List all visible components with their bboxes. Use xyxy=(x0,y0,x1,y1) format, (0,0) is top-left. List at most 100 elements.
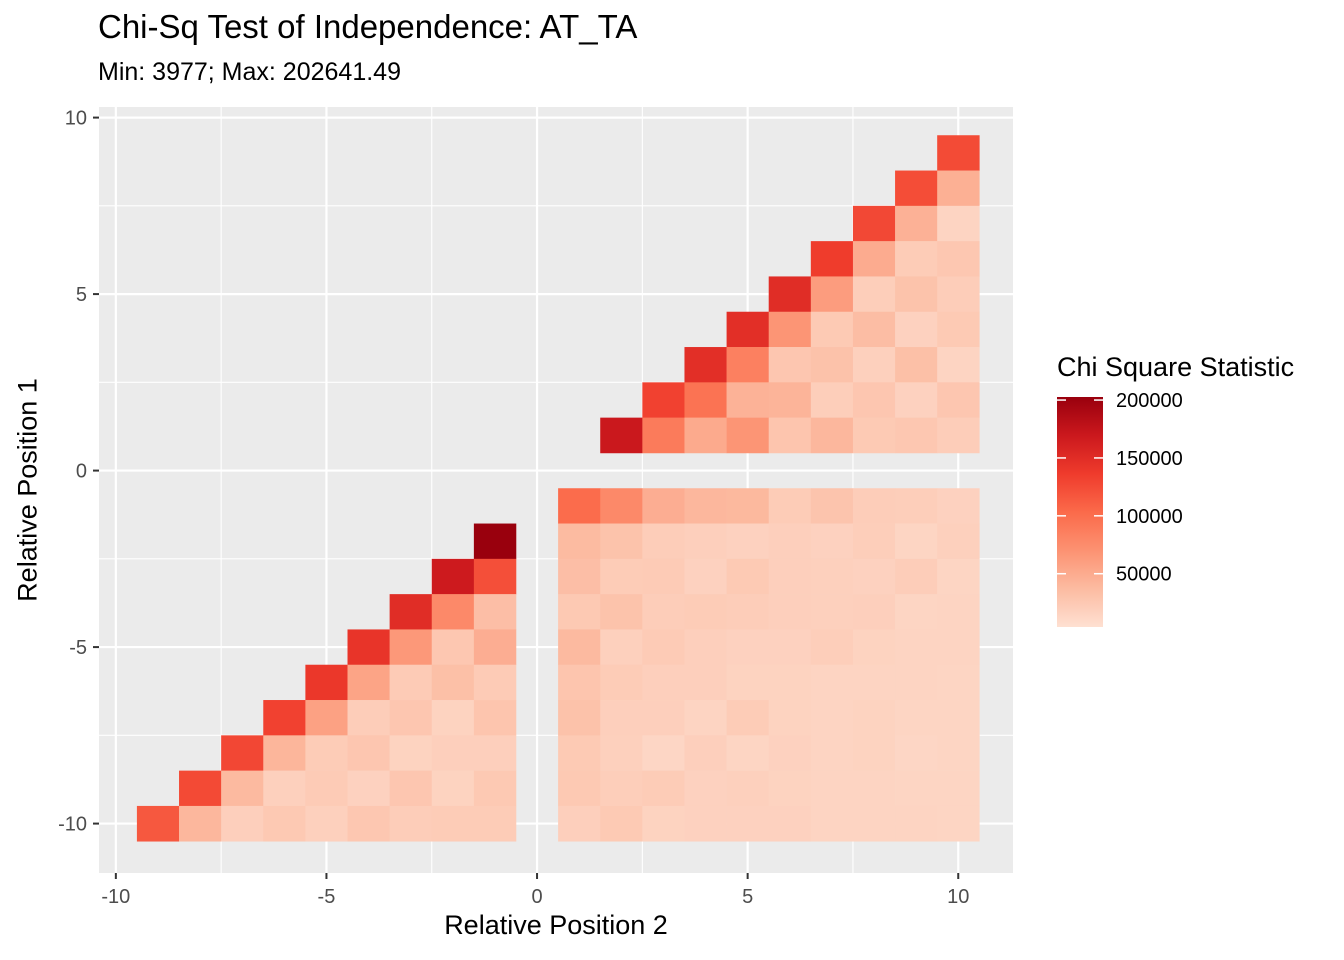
heatmap-cell xyxy=(852,417,896,454)
heatmap-cell xyxy=(684,770,727,807)
heatmap-cell xyxy=(895,558,938,595)
heatmap-cell xyxy=(937,594,980,630)
heatmap-cell xyxy=(810,594,854,630)
heatmap-cell xyxy=(473,664,517,701)
heatmap-cell xyxy=(768,417,812,454)
y-tick-label: 10 xyxy=(65,108,87,130)
heatmap-cell xyxy=(726,700,770,736)
heatmap-cell xyxy=(852,382,896,418)
heatmap-cell xyxy=(642,805,685,842)
heatmap-cell xyxy=(558,594,601,630)
heatmap-cell xyxy=(305,664,348,701)
heatmap-cell xyxy=(684,417,727,454)
heatmap-cell xyxy=(558,629,601,666)
heatmap-cell xyxy=(473,735,517,771)
heatmap-cell xyxy=(642,488,685,524)
heatmap-cell xyxy=(347,629,390,666)
heatmap-cell xyxy=(305,700,348,736)
heatmap-cell xyxy=(431,629,475,666)
heatmap-cell xyxy=(937,700,980,736)
heatmap-cell xyxy=(937,382,980,418)
heatmap-cell xyxy=(684,382,727,418)
heatmap-cell xyxy=(347,735,390,771)
heatmap-cell xyxy=(600,700,643,736)
heatmap-cell xyxy=(768,558,812,595)
heatmap-cells xyxy=(136,135,980,842)
heatmap-cell xyxy=(305,770,348,807)
heatmap-cell xyxy=(431,594,475,630)
heatmap-cell xyxy=(600,735,643,771)
heatmap-cell xyxy=(726,311,770,348)
heatmap-cell xyxy=(389,805,433,842)
heatmap-cell xyxy=(221,805,264,842)
x-tick-label: 5 xyxy=(742,886,753,908)
heatmap-cell xyxy=(768,770,812,807)
heatmap-cell xyxy=(810,276,854,313)
heatmap-cell xyxy=(937,558,980,595)
heatmap-cell xyxy=(263,770,306,807)
heatmap-cell xyxy=(895,770,938,807)
heatmap-cell xyxy=(768,347,812,383)
heatmap-cell xyxy=(895,276,938,313)
heatmap-cell xyxy=(389,629,433,666)
heatmap-cell xyxy=(810,558,854,595)
heatmap-cell xyxy=(852,629,896,666)
heatmap-cell xyxy=(431,770,475,807)
legend-label: 100000 xyxy=(1116,506,1183,528)
heatmap-cell xyxy=(768,523,812,560)
heatmap-cell xyxy=(726,488,770,524)
heatmap-cell xyxy=(895,382,938,418)
heatmap-cell xyxy=(895,170,938,207)
heatmap-cell xyxy=(558,700,601,736)
heatmap-cell xyxy=(558,523,601,560)
heatmap-cell xyxy=(810,382,854,418)
heatmap-cell xyxy=(937,417,980,454)
heatmap-cell xyxy=(768,805,812,842)
chart-subtitle: Min: 3977; Max: 202641.49 xyxy=(98,58,401,86)
heatmap-cell xyxy=(852,664,896,701)
heatmap-cell xyxy=(136,805,180,842)
heatmap-cell xyxy=(810,770,854,807)
heatmap-cell xyxy=(389,664,433,701)
heatmap-cell xyxy=(768,700,812,736)
heatmap-cell xyxy=(937,170,980,207)
heatmap-cell xyxy=(810,523,854,560)
heatmap-cell xyxy=(726,523,770,560)
heatmap-cell xyxy=(642,770,685,807)
heatmap-cell xyxy=(558,488,601,524)
heatmap-cell xyxy=(431,558,475,595)
heatmap-cell xyxy=(263,735,306,771)
heatmap-cell xyxy=(431,805,475,842)
heatmap-cell xyxy=(895,735,938,771)
heatmap-cell xyxy=(600,594,643,630)
heatmap-cell xyxy=(347,664,390,701)
heatmap-cell xyxy=(852,558,896,595)
heatmap-cell xyxy=(937,205,980,242)
heatmap-cell xyxy=(768,664,812,701)
heatmap-cell xyxy=(473,523,517,560)
heatmap-cell xyxy=(684,347,727,383)
heatmap-cell xyxy=(895,523,938,560)
heatmap-cell xyxy=(895,664,938,701)
heatmap-cell xyxy=(852,805,896,842)
heatmap-cell xyxy=(642,417,685,454)
heatmap-cell xyxy=(263,805,306,842)
heatmap-cell xyxy=(347,805,390,842)
legend-title: Chi Square Statistic xyxy=(1057,352,1295,382)
heatmap-cell xyxy=(642,558,685,595)
x-tick-label: 0 xyxy=(531,886,542,908)
heatmap-cell xyxy=(600,629,643,666)
heatmap-cell xyxy=(600,664,643,701)
heatmap-cell xyxy=(431,700,475,736)
heatmap-cell xyxy=(389,700,433,736)
heatmap-cell xyxy=(642,594,685,630)
heatmap-cell xyxy=(895,241,938,277)
heatmap-cell xyxy=(347,770,390,807)
chart-title: Chi-Sq Test of Independence: AT_TA xyxy=(98,8,638,45)
heatmap-cell xyxy=(810,488,854,524)
heatmap-cell xyxy=(642,700,685,736)
heatmap-cell xyxy=(810,241,854,277)
y-tick-label: 5 xyxy=(76,284,87,306)
heatmap-cell xyxy=(726,558,770,595)
x-tick-label: 10 xyxy=(947,886,969,908)
